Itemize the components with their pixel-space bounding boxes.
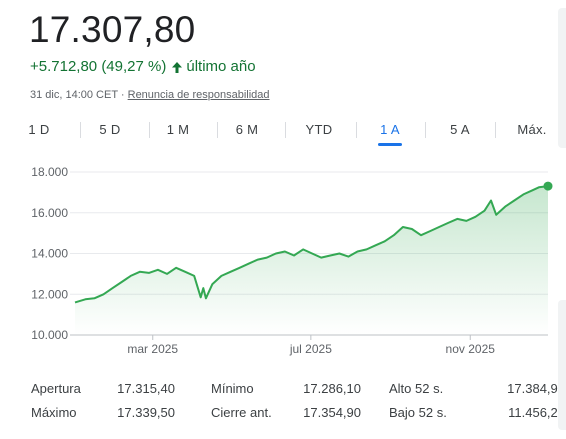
range-tabs: 1 D 5 D 1 M 6 M YTD 1 A 5 A Máx.: [14, 118, 554, 146]
stat-value-52w-low: 11.456,20: [508, 405, 565, 420]
price-change: +5.712,80 (49,27 %) último año: [30, 57, 256, 77]
last-price-dot: [543, 181, 553, 191]
tab-1m[interactable]: 1 M: [166, 122, 190, 137]
stat-value-52w-high: 17.384,90: [507, 381, 565, 396]
tab-5d[interactable]: 5 D: [99, 122, 121, 137]
price-chart[interactable]: 10.000 12.000 14.000 16.000 18.000 mar 2025 j…: [0, 155, 566, 360]
tab-5a[interactable]: 5 A: [450, 122, 470, 137]
stat-label-open: Apertura: [31, 381, 81, 396]
disclaimer-link[interactable]: Renuncia de responsabilidad: [127, 89, 270, 101]
tab-ytd[interactable]: YTD: [305, 122, 333, 137]
side-panel-edge: [558, 8, 566, 148]
tab-separator: [285, 122, 286, 138]
y-tick-label: 12.000: [31, 287, 68, 301]
x-tick-label: mar 2025: [127, 342, 178, 356]
arrow-up-icon: [171, 61, 183, 74]
current-price: 17.307,80: [29, 9, 196, 50]
change-period: último año: [186, 58, 256, 75]
tab-separator: [356, 122, 357, 138]
price-meta: 31 dic, 14:00 CET · Renuncia de responsa…: [30, 88, 270, 102]
stat-label-high: Máximo: [31, 405, 77, 420]
price-area: [75, 186, 548, 335]
tab-separator: [425, 122, 426, 138]
y-tick-label: 18.000: [31, 165, 68, 179]
stats-row: Máximo 17.339,50 Cierre ant. 17.354,90 B…: [31, 402, 565, 426]
tab-separator: [149, 122, 150, 138]
tab-separator: [80, 122, 81, 138]
stats-row: Apertura 17.315,40 Mínimo 17.286,10 Alto…: [31, 378, 565, 402]
x-tick-label: nov 2025: [446, 342, 496, 356]
tab-1d[interactable]: 1 D: [28, 122, 50, 137]
change-value: +5.712,80 (49,27 %): [30, 58, 167, 75]
y-tick-label: 10.000: [31, 328, 68, 342]
stat-label-low: Mínimo: [211, 381, 254, 396]
stat-value-prev-close: 17.354,90: [303, 405, 361, 420]
y-tick-label: 16.000: [31, 206, 68, 220]
tab-separator: [495, 122, 496, 138]
x-tick-label: jul 2025: [289, 342, 332, 356]
stat-label-52w-low: Bajo 52 s.: [389, 405, 447, 420]
y-tick-label: 14.000: [31, 247, 68, 261]
tab-separator: [217, 122, 218, 138]
stat-label-prev-close: Cierre ant.: [211, 405, 272, 420]
tab-6m[interactable]: 6 M: [235, 122, 259, 137]
side-panel-edge: [558, 300, 566, 430]
stat-value-low: 17.286,10: [303, 381, 361, 396]
stat-value-high: 17.339,50: [117, 405, 175, 420]
stat-value-open: 17.315,40: [117, 381, 175, 396]
stats-table: Apertura 17.315,40 Mínimo 17.286,10 Alto…: [31, 378, 565, 426]
price-line: [74, 185, 549, 304]
tab-1a[interactable]: 1 A: [376, 118, 404, 146]
stat-label-52w-high: Alto 52 s.: [389, 381, 444, 396]
timestamp: 31 dic, 14:00 CET ·: [30, 89, 128, 101]
tab-max[interactable]: Máx.: [517, 122, 547, 137]
active-tab-indicator: [378, 143, 402, 146]
